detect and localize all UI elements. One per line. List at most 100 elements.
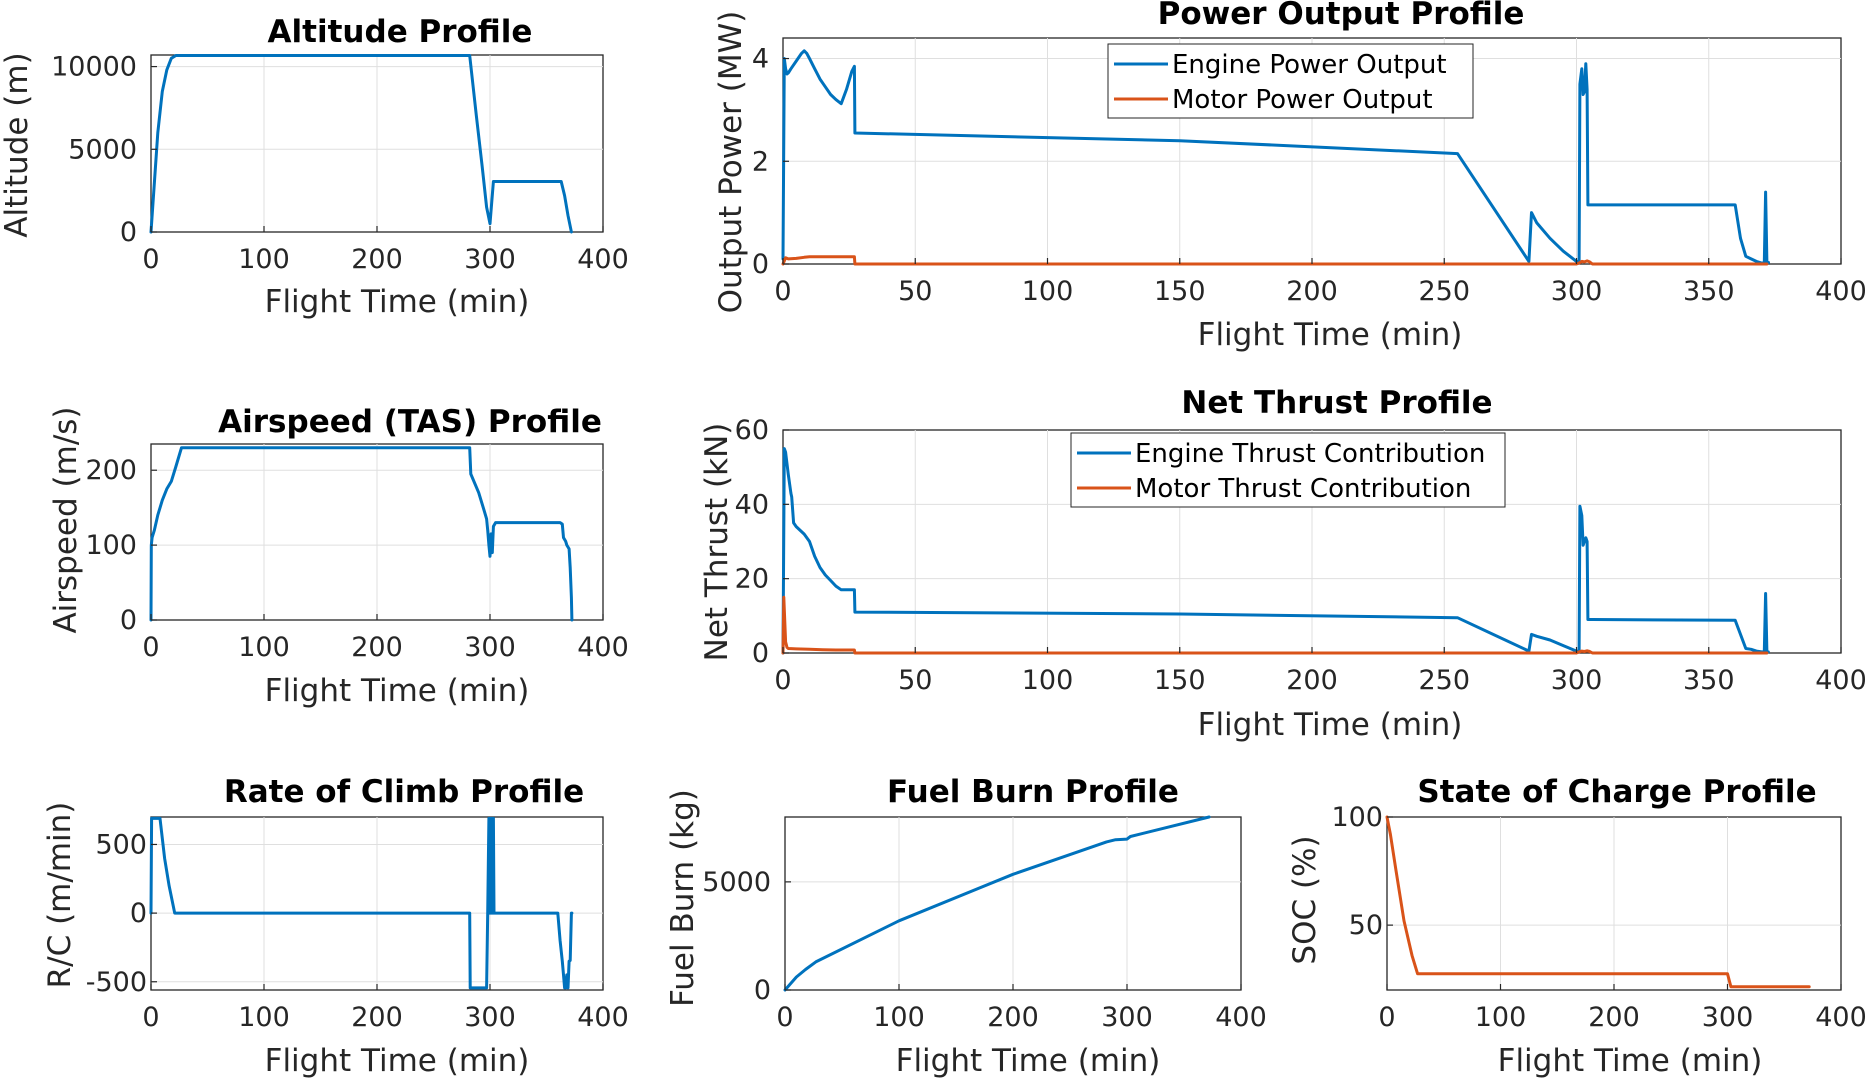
roc-ytick-label-2: 500 — [95, 829, 147, 860]
airspeed-xlabel: Flight Time (min) — [265, 673, 530, 709]
fuel-ytick-label-0: 0 — [754, 975, 771, 1006]
thrust-ytick-label-0: 0 — [752, 638, 769, 669]
thrust-chart: 0 50 100 150 200 250 300 350 400 0 20 40 60 Engine T… — [699, 385, 1867, 743]
altitude-ylabel: Altitude (m) — [0, 52, 35, 237]
thrust-series-engine-thrust-contribution — [781, 447, 1770, 655]
power-chart: 0 50 100 150 200 250 300 350 400 0 2 4 Engine Power… — [713, 0, 1867, 353]
fuel-ytick-label-1: 5000 — [702, 867, 771, 898]
thrust-xtick-label-6: 300 — [1551, 665, 1603, 696]
fuel-series-0 — [783, 815, 1211, 992]
power-xtick-label-8: 400 — [1815, 276, 1867, 307]
airspeed-ytick-label-0: 0 — [120, 605, 137, 636]
thrust-xtick-label-1: 50 — [898, 665, 932, 696]
soc-ylabel: SOC (%) — [1287, 835, 1323, 964]
thrust-ytick-label-2: 40 — [735, 489, 769, 520]
power-xlabel: Flight Time (min) — [1198, 317, 1463, 353]
roc-ytick-label-0: -500 — [86, 967, 147, 998]
altitude-series-0 — [149, 54, 573, 234]
thrust-xtick-label-7: 350 — [1683, 665, 1735, 696]
thrust-series-motor-thrust-contribution — [781, 595, 1769, 655]
thrust-legend-box — [1070, 432, 1506, 508]
soc-xtick-label-4: 400 — [1815, 1002, 1867, 1033]
roc-xlabel: Flight Time (min) — [265, 1043, 530, 1079]
thrust-xtick-label-2: 100 — [1022, 665, 1074, 696]
airspeed-xtick-label-0: 0 — [142, 632, 159, 663]
power-legend-label-1: Motor Power Output — [1172, 85, 1433, 115]
power-xtick-label-3: 150 — [1154, 276, 1206, 307]
airspeed-xtick-label-1: 100 — [238, 632, 290, 663]
roc-xtick-label-3: 300 — [464, 1002, 516, 1033]
soc-chart: 0 100 200 300 400 50 100 State of Charge Profi… — [1287, 774, 1867, 1079]
fuel-xtick-label-2: 200 — [987, 1002, 1039, 1033]
thrust-ylabel: Net Thrust (kN) — [699, 423, 735, 662]
roc-xtick-label-4: 400 — [577, 1002, 629, 1033]
power-xtick-label-1: 50 — [898, 276, 932, 307]
altitude-xtick-label-1: 100 — [238, 244, 290, 275]
soc-series-0 — [1385, 815, 1811, 989]
power-ytick-label-2: 4 — [752, 44, 769, 75]
thrust-ytick-label-3: 60 — [735, 415, 769, 446]
roc-xtick-label-1: 100 — [238, 1002, 290, 1033]
airspeed-xtick-label-2: 200 — [351, 632, 403, 663]
altitude-ytick-label-2: 10000 — [51, 52, 137, 83]
fuel-xtick-label-1: 100 — [873, 1002, 925, 1033]
altitude-ytick-label-0: 0 — [120, 217, 137, 248]
airspeed-xtick-label-3: 300 — [464, 632, 516, 663]
airspeed-xtick-label-4: 400 — [577, 632, 629, 663]
soc-xtick-label-0: 0 — [1378, 1002, 1395, 1033]
power-xtick-label-2: 100 — [1022, 276, 1074, 307]
soc-ytick-label-1: 100 — [1331, 802, 1383, 833]
soc-title: State of Charge Profile — [1417, 774, 1816, 810]
power-legend-label-0: Engine Power Output — [1172, 50, 1447, 80]
fuel-xtick-label-3: 300 — [1101, 1002, 1153, 1033]
soc-xtick-label-2: 200 — [1588, 1002, 1640, 1033]
fuel-xlabel: Flight Time (min) — [896, 1043, 1161, 1079]
altitude-xtick-label-0: 0 — [142, 244, 159, 275]
power-xtick-label-6: 300 — [1551, 276, 1603, 307]
fuel-xtick-label-4: 400 — [1215, 1002, 1267, 1033]
thrust-xtick-label-4: 200 — [1286, 665, 1338, 696]
thrust-xtick-label-8: 400 — [1815, 665, 1867, 696]
roc-chart: 0 100 200 300 400 -500 0 500 Rate of Climb Prof… — [42, 774, 629, 1079]
power-ytick-label-0: 0 — [752, 249, 769, 280]
power-ytick-label-1: 2 — [752, 146, 769, 177]
fuel-title: Fuel Burn Profile — [887, 774, 1179, 810]
altitude-xtick-label-4: 400 — [577, 244, 629, 275]
thrust-xtick-label-0: 0 — [774, 665, 791, 696]
power-legend-box — [1107, 43, 1474, 119]
altitude-chart: 0 100 200 300 400 0 5000 10000 Altitude Profile… — [0, 14, 629, 320]
power-xtick-label-4: 200 — [1286, 276, 1338, 307]
power-xtick-label-7: 350 — [1683, 276, 1735, 307]
power-xtick-label-5: 250 — [1418, 276, 1470, 307]
airspeed-ytick-label-2: 200 — [85, 455, 137, 486]
altitude-xlabel: Flight Time (min) — [265, 284, 530, 320]
airspeed-chart: 0 100 200 300 400 0 100 200 Airspeed (TAS) Prof… — [48, 404, 629, 709]
altitude-xtick-label-2: 200 — [351, 244, 403, 275]
roc-xtick-label-0: 0 — [142, 1002, 159, 1033]
soc-xtick-label-1: 100 — [1475, 1002, 1527, 1033]
altitude-ytick-label-1: 5000 — [68, 134, 137, 165]
power-ylabel: Output Power (MW) — [713, 11, 749, 314]
thrust-xtick-label-5: 250 — [1418, 665, 1470, 696]
soc-ytick-label-0: 50 — [1349, 910, 1383, 941]
airspeed-series-0 — [149, 446, 574, 622]
power-title: Power Output Profile — [1158, 0, 1525, 32]
thrust-ytick-label-1: 20 — [735, 564, 769, 595]
airspeed-ylabel: Airspeed (m/s) — [48, 406, 84, 633]
thrust-legend-label-1: Motor Thrust Contribution — [1135, 474, 1471, 504]
airspeed-ytick-label-1: 100 — [85, 530, 137, 561]
roc-xtick-label-2: 200 — [351, 1002, 403, 1033]
power-xtick-label-0: 0 — [774, 276, 791, 307]
soc-xlabel: Flight Time (min) — [1498, 1043, 1763, 1079]
fuel-xtick-label-0: 0 — [776, 1002, 793, 1033]
altitude-xtick-label-3: 300 — [464, 244, 516, 275]
thrust-xtick-label-3: 150 — [1154, 665, 1206, 696]
altitude-title: Altitude Profile — [268, 14, 533, 50]
power-series-motor-power-output — [781, 255, 1769, 266]
roc-series-0 — [149, 816, 574, 990]
soc-xtick-label-3: 300 — [1702, 1002, 1754, 1033]
thrust-title: Net Thrust Profile — [1181, 385, 1492, 421]
fuel-chart: 0 100 200 300 400 0 5000 Fuel Burn Profile Fli… — [665, 774, 1267, 1079]
roc-ylabel: R/C (m/min) — [42, 802, 78, 989]
